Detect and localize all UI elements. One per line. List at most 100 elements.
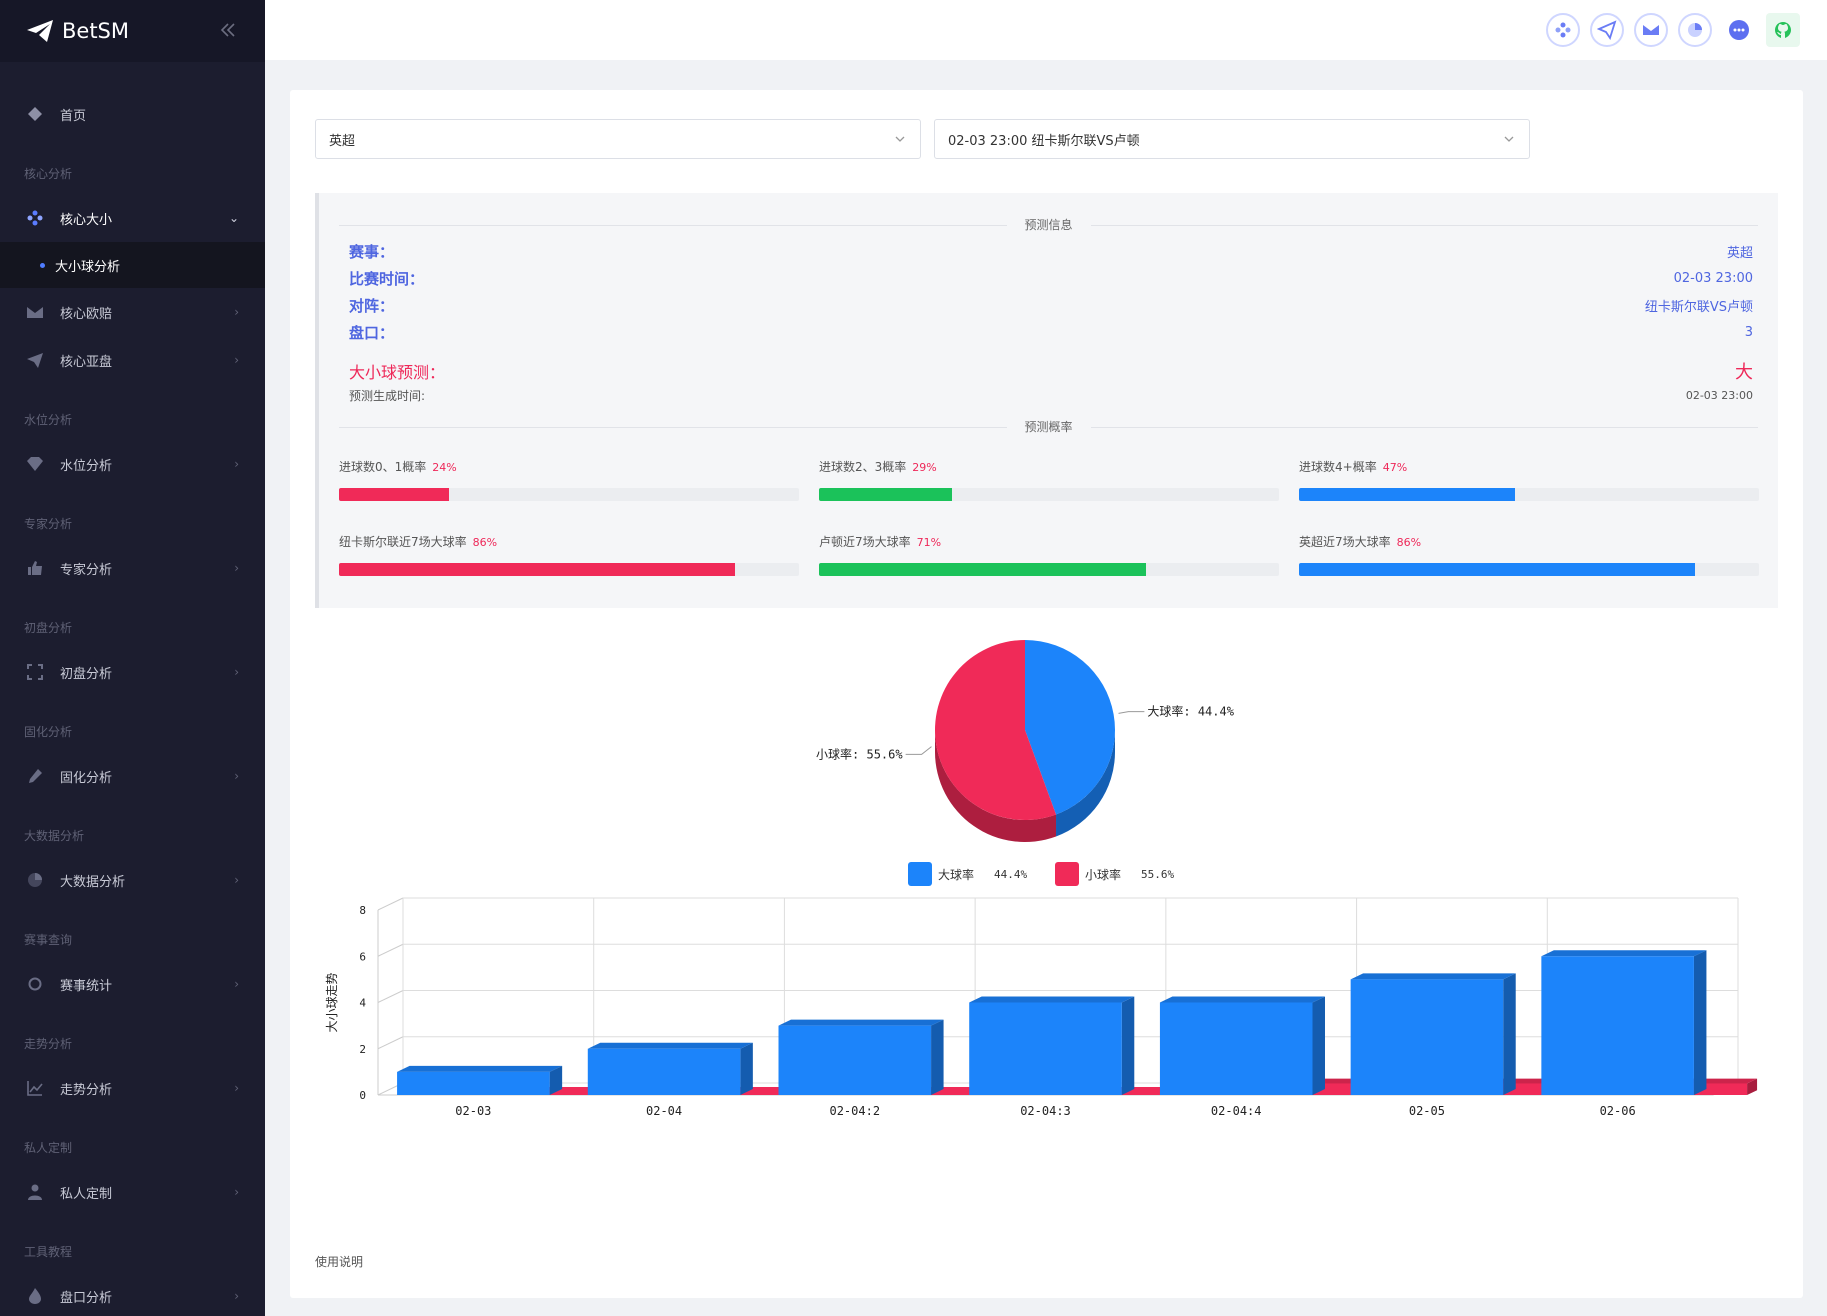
sidebar-item[interactable]: 固化分析 › bbox=[0, 752, 265, 800]
sidebar-item[interactable]: 核心亚盘 › bbox=[0, 336, 265, 384]
game-pad-icon[interactable] bbox=[1546, 13, 1580, 47]
grid-line bbox=[377, 990, 404, 1003]
bar-series-1[interactable] bbox=[397, 1071, 550, 1095]
line-chart-icon bbox=[26, 1079, 44, 1097]
prediction-prob-divider: 预测概率 bbox=[339, 418, 1758, 435]
bar-series-1[interactable] bbox=[1350, 979, 1504, 1095]
sidebar-section-title: 固化分析 bbox=[24, 725, 73, 739]
bar-series-1-side bbox=[1503, 973, 1516, 1095]
probability-item: 进球数2、3概率 29% bbox=[819, 458, 1279, 501]
legend-swatch-big bbox=[908, 862, 932, 886]
github-icon[interactable] bbox=[1766, 13, 1800, 47]
chevron-right-icon: › bbox=[234, 457, 239, 471]
sidebar-item[interactable]: 私人定制 › bbox=[0, 1168, 265, 1216]
chevron-down-icon bbox=[1504, 136, 1514, 142]
thumbs-up-icon bbox=[26, 559, 44, 577]
sidebar-item-label: 核心大小 bbox=[60, 212, 113, 228]
sidebar-item[interactable]: 首页 bbox=[0, 90, 265, 138]
sidebar-item[interactable]: 盘口分析 › bbox=[0, 1272, 265, 1316]
info-value: 3 bbox=[1744, 324, 1753, 340]
result-value: 大 bbox=[1735, 362, 1753, 383]
sidebar-item[interactable]: 初盘分析 › bbox=[0, 648, 265, 696]
x-tick-label: 02-04:3 bbox=[1020, 1104, 1071, 1118]
bar-series-1[interactable] bbox=[587, 1048, 741, 1095]
sidebar-item[interactable]: 走势分析 › bbox=[0, 1064, 265, 1112]
legend-label-small: 小球率 bbox=[1085, 867, 1122, 882]
info-row: 盘口： 3 bbox=[349, 319, 1753, 345]
collapse-sidebar-icon[interactable] bbox=[218, 20, 238, 40]
chevron-right-icon: › bbox=[234, 305, 239, 319]
more-icon[interactable] bbox=[1722, 13, 1756, 47]
bar-series-1[interactable] bbox=[778, 1025, 932, 1095]
eyedropper-icon bbox=[26, 767, 44, 785]
x-tick-label: 02-04 bbox=[646, 1104, 682, 1118]
sidebar-item[interactable]: 专家分析 › bbox=[0, 544, 265, 592]
sidebar-menu: 首页 核心分析 核心大小 ⌄ 大小球分析 核心欧赔 › 核心亚盘 › 水位分析 水位分析 › 专家分析专… bbox=[0, 62, 265, 1316]
pie-slice[interactable] bbox=[935, 640, 1057, 820]
sidebar-item-label: 水位分析 bbox=[60, 458, 113, 474]
y-tick-label: 0 bbox=[359, 1089, 366, 1102]
send-icon[interactable] bbox=[1590, 13, 1624, 47]
info-value: 纽卡斯尔联VS卢顿 bbox=[1644, 299, 1753, 315]
progress-track bbox=[339, 563, 799, 576]
chevron-right-icon: › bbox=[234, 353, 239, 367]
sidebar-section-title: 赛事查询 bbox=[24, 933, 73, 947]
legend-label-big: 大球率 bbox=[938, 867, 975, 882]
info-label: 盘口： bbox=[349, 323, 395, 342]
pie-slice[interactable] bbox=[1025, 640, 1115, 815]
probability-title: 纽卡斯尔联近7场大球率 86% bbox=[339, 533, 799, 551]
bar-series-1[interactable] bbox=[969, 1002, 1122, 1096]
progress-fill bbox=[819, 488, 953, 501]
probability-title: 进球数2、3概率 29% bbox=[819, 458, 1279, 476]
info-value: 02-03 23:00 bbox=[1673, 270, 1753, 286]
bar-series-1-side bbox=[549, 1065, 563, 1095]
sidebar-item-label: 首页 bbox=[60, 108, 87, 124]
progress-fill bbox=[339, 488, 450, 501]
probability-label: 纽卡斯尔联近7场大球率 bbox=[339, 535, 467, 549]
mail-icon[interactable] bbox=[1634, 13, 1668, 47]
bar-series-1-side bbox=[740, 1042, 753, 1095]
probability-percent: 47% bbox=[1382, 461, 1408, 474]
bar-series-1-side bbox=[1121, 996, 1135, 1095]
legend-item-small[interactable]: 小球率 55.6% bbox=[1055, 862, 1174, 886]
pie-label-line bbox=[905, 746, 932, 755]
bar-series-1[interactable] bbox=[1541, 956, 1694, 1095]
info-label: 对阵： bbox=[349, 296, 395, 315]
match-select[interactable]: 02-03 23:00 纽卡斯尔联VS卢顿 bbox=[934, 119, 1530, 159]
sidebar-item-label: 专家分析 bbox=[60, 562, 113, 578]
progress-track bbox=[819, 563, 1279, 576]
expand-icon bbox=[26, 663, 44, 681]
chevron-down-icon bbox=[895, 136, 905, 142]
brand[interactable]: BetSM bbox=[0, 0, 265, 62]
sidebar-item[interactable]: 赛事统计 › bbox=[0, 960, 265, 1008]
pie-slice-side bbox=[935, 730, 1057, 842]
help-link[interactable]: 使用说明 bbox=[315, 1255, 364, 1269]
probability-item: 卢顿近7场大球率 71% bbox=[819, 533, 1279, 576]
probability-item: 进球数4+概率 47% bbox=[1299, 458, 1759, 501]
sidebar-item[interactable]: 核心大小 ⌄ bbox=[0, 194, 265, 242]
sidebar-item-label: 核心亚盘 bbox=[60, 354, 113, 370]
pie-chart: 大球率: 44.4% 小球率: 55.6% bbox=[816, 640, 1235, 842]
chart-pie-icon[interactable] bbox=[1678, 13, 1712, 47]
sidebar-item[interactable]: 大数据分析 › bbox=[0, 856, 265, 904]
league-select[interactable]: 英超 bbox=[315, 119, 921, 159]
bar-series-1[interactable] bbox=[1159, 1002, 1313, 1096]
circle-icon bbox=[26, 975, 44, 993]
bar-series-1-side bbox=[931, 1019, 944, 1095]
result-label: 大小球预测： bbox=[349, 363, 446, 382]
bar-series-1-top bbox=[587, 1042, 753, 1049]
legend-value-big: 44.4% bbox=[994, 867, 1028, 881]
sidebar-item[interactable]: 核心欧赔 › bbox=[0, 288, 265, 336]
sidebar-item[interactable]: 水位分析 › bbox=[0, 440, 265, 488]
chevron-right-icon: › bbox=[234, 665, 239, 679]
legend-item-big[interactable]: 大球率 44.4% bbox=[908, 862, 1027, 886]
prediction-info-title: 预测信息 bbox=[1006, 216, 1091, 233]
y-tick-label: 8 bbox=[359, 904, 366, 917]
progress-track bbox=[1299, 488, 1759, 501]
progress-track bbox=[339, 488, 799, 501]
league-select-value: 英超 bbox=[329, 133, 356, 149]
x-tick-label: 02-05 bbox=[1409, 1104, 1445, 1118]
sidebar-subitem[interactable]: 大小球分析 bbox=[0, 242, 265, 288]
sidebar-item-label: 大数据分析 bbox=[60, 874, 126, 890]
progress-fill bbox=[819, 563, 1146, 576]
